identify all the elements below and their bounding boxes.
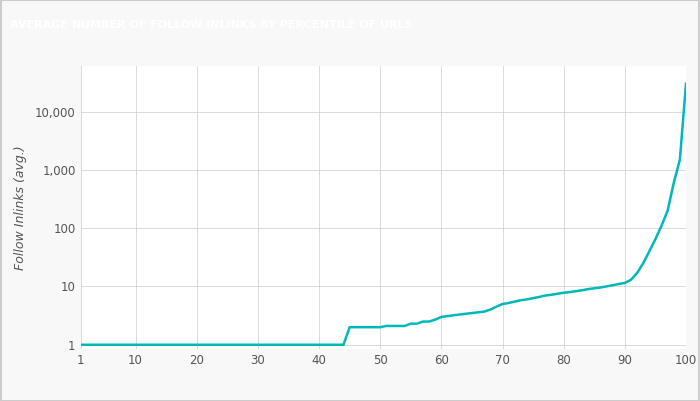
Follow Inlinks (avg.) bbox=[651, 237, 659, 241]
Text: AVERAGE NUMBER OF FOLLOW INLINKS BY PERCENTILE OF URLS: AVERAGE NUMBER OF FOLLOW INLINKS BY PERC… bbox=[10, 20, 413, 30]
Follow Inlinks (avg.) bbox=[217, 342, 225, 347]
Follow Inlinks (avg.) bbox=[76, 342, 85, 347]
Follow Inlinks (avg.) bbox=[389, 324, 397, 328]
Follow Inlinks (avg.) bbox=[193, 342, 201, 347]
Y-axis label: Follow Inlinks (avg.): Follow Inlinks (avg.) bbox=[13, 145, 27, 270]
Line: Follow Inlinks (avg.): Follow Inlinks (avg.) bbox=[80, 84, 686, 345]
Follow Inlinks (avg.) bbox=[633, 271, 641, 275]
Follow Inlinks (avg.) bbox=[682, 81, 690, 86]
Follow Inlinks (avg.) bbox=[438, 314, 446, 319]
